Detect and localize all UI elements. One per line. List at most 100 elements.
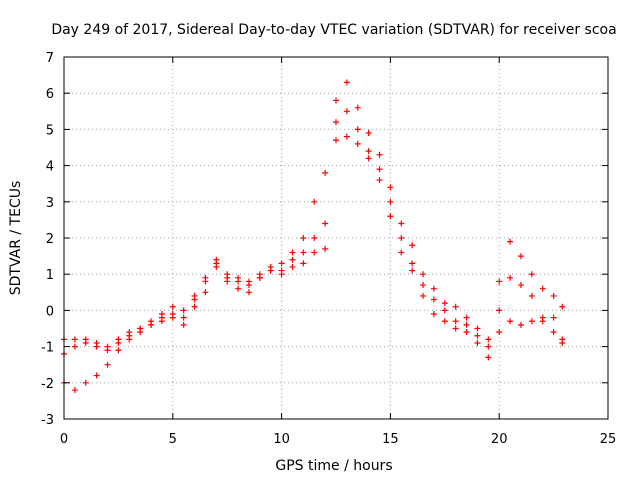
data-point xyxy=(180,314,187,321)
data-point xyxy=(322,245,329,252)
data-point xyxy=(507,318,514,325)
x-tick-label: 10 xyxy=(273,432,290,447)
data-point xyxy=(343,79,350,86)
data-point xyxy=(550,314,557,321)
data-point xyxy=(376,177,383,184)
data-point xyxy=(398,220,405,227)
data-point xyxy=(180,321,187,328)
data-point xyxy=(496,278,503,285)
y-tick-label: 6 xyxy=(46,87,54,102)
data-point xyxy=(115,347,122,354)
data-point xyxy=(256,274,263,281)
data-point xyxy=(507,238,514,245)
data-point xyxy=(191,303,198,310)
data-point xyxy=(463,321,470,328)
y-tick-label: 1 xyxy=(46,268,54,283)
data-point xyxy=(93,343,100,350)
data-point xyxy=(420,271,427,278)
y-tick-label: 4 xyxy=(46,160,54,175)
data-point xyxy=(82,339,89,346)
data-point xyxy=(559,303,566,310)
data-point xyxy=(333,137,339,144)
data-point xyxy=(528,318,535,325)
data-point xyxy=(463,314,470,321)
x-tick-label: 0 xyxy=(60,432,68,447)
data-point xyxy=(496,329,503,336)
data-point xyxy=(398,235,405,241)
data-point xyxy=(485,343,492,350)
data-point xyxy=(517,253,524,260)
data-point xyxy=(539,285,546,292)
y-tick-label: 3 xyxy=(46,196,54,211)
data-point xyxy=(115,336,122,343)
data-point xyxy=(278,260,285,267)
data-point xyxy=(376,151,383,158)
data-point xyxy=(409,267,416,274)
data-point xyxy=(387,184,394,191)
data-point xyxy=(180,307,187,314)
data-point xyxy=(267,267,274,274)
data-point xyxy=(409,242,416,249)
data-point xyxy=(343,108,350,115)
y-tick-label: -3 xyxy=(41,413,54,428)
data-point xyxy=(409,260,416,267)
data-point xyxy=(311,249,318,256)
chart-title: Day 249 of 2017, Sidereal Day-to-day VTE… xyxy=(51,22,616,38)
data-point xyxy=(158,314,165,321)
data-point xyxy=(559,339,566,346)
data-point xyxy=(289,249,296,256)
data-point xyxy=(430,285,437,292)
data-point xyxy=(333,97,339,104)
y-tick-label: -2 xyxy=(41,377,54,392)
data-point xyxy=(463,329,470,336)
data-point xyxy=(71,387,78,394)
data-point xyxy=(441,307,448,314)
data-point xyxy=(354,104,361,111)
x-tick-label: 5 xyxy=(169,432,177,447)
data-point xyxy=(224,274,231,281)
data-point xyxy=(365,155,372,162)
data-point xyxy=(343,133,350,140)
data-point xyxy=(452,318,459,325)
data-point xyxy=(169,311,176,318)
data-point xyxy=(485,336,492,343)
grid-lines xyxy=(64,57,608,419)
data-point xyxy=(496,307,503,314)
data-point xyxy=(387,198,394,205)
data-point xyxy=(169,303,176,310)
data-point xyxy=(300,260,307,267)
x-tick-label: 25 xyxy=(600,432,617,447)
data-point xyxy=(452,325,459,332)
data-point xyxy=(322,169,329,176)
data-point xyxy=(311,235,318,241)
y-tick-label: 5 xyxy=(46,123,54,138)
data-point xyxy=(485,354,492,361)
x-tick-label: 20 xyxy=(491,432,508,447)
data-point xyxy=(365,148,372,155)
x-tick-label: 15 xyxy=(382,432,399,447)
data-point xyxy=(420,292,427,299)
data-point xyxy=(430,296,437,303)
series-track-3 xyxy=(61,108,566,354)
data-point xyxy=(245,289,252,296)
y-tick-label: 0 xyxy=(46,304,54,319)
data-point xyxy=(354,140,361,147)
y-tick-label: -1 xyxy=(41,341,54,356)
data-point xyxy=(528,292,535,299)
data-point xyxy=(365,130,372,137)
data-point xyxy=(289,256,296,263)
data-point xyxy=(441,300,448,307)
data-point xyxy=(398,249,405,256)
y-axis-label: SDTVAR / TECUs xyxy=(8,181,24,296)
data-point xyxy=(137,325,144,332)
data-point xyxy=(71,343,78,350)
data-point xyxy=(311,198,318,205)
data-point xyxy=(517,282,524,289)
data-point xyxy=(387,213,394,220)
data-point xyxy=(104,361,111,368)
data-point xyxy=(202,289,209,296)
data-point xyxy=(430,311,437,318)
data-point xyxy=(71,336,78,343)
